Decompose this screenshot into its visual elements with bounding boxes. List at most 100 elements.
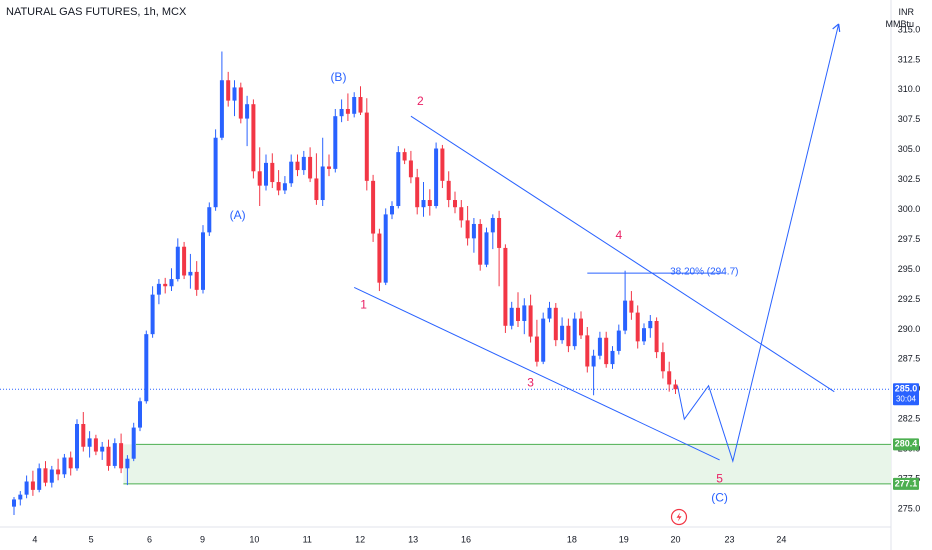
price-tick-label: 312.5 bbox=[898, 54, 921, 64]
svg-text:30:04: 30:04 bbox=[896, 394, 917, 403]
candle bbox=[163, 277, 168, 294]
candle bbox=[226, 71, 231, 107]
candle bbox=[352, 92, 357, 118]
candle bbox=[654, 317, 659, 359]
candles-layer bbox=[12, 51, 678, 516]
candle bbox=[497, 210, 502, 287]
candle bbox=[182, 241, 187, 280]
candle bbox=[585, 326, 590, 373]
time-axis[interactable]: 4 5 6 9 10 11 12 13 16 18 19 20 23 24 bbox=[32, 534, 786, 544]
fib-label: 38.20% (294.7) bbox=[670, 267, 738, 278]
candle bbox=[427, 189, 432, 216]
candle bbox=[434, 142, 439, 209]
time-tick-label: 5 bbox=[89, 534, 94, 544]
price-tick-label: 315.0 bbox=[898, 24, 921, 34]
candle bbox=[207, 202, 212, 236]
candle bbox=[276, 170, 281, 196]
candle bbox=[396, 146, 401, 209]
price-axis[interactable]: 275.0277.5280.0282.5285.0287.5290.0292.5… bbox=[893, 24, 920, 513]
price-tick-label: 302.5 bbox=[898, 174, 921, 184]
candle bbox=[629, 291, 634, 320]
time-tick-label: 11 bbox=[303, 534, 312, 544]
candle bbox=[377, 228, 382, 292]
candle bbox=[251, 99, 256, 179]
candle bbox=[648, 315, 653, 338]
candle bbox=[522, 298, 527, 335]
currency-label: INR bbox=[898, 7, 915, 17]
demand-zone bbox=[123, 444, 891, 484]
candle bbox=[415, 168, 420, 215]
candle bbox=[144, 330, 149, 404]
projection-arrowhead bbox=[832, 23, 841, 33]
wave-label: 3 bbox=[527, 375, 534, 389]
wave-label: 4 bbox=[615, 228, 622, 242]
candle bbox=[673, 379, 678, 395]
candle bbox=[264, 154, 268, 191]
candle bbox=[301, 150, 306, 175]
price-tick-label: 292.5 bbox=[898, 294, 921, 304]
wave-label-layer: (A) (B) 1 2 3 4 5 (C) bbox=[230, 70, 728, 504]
price-units[interactable]: INR MMBtu bbox=[885, 6, 914, 30]
demand-zone-layer bbox=[0, 388, 891, 485]
zone-bottom-tag: 277.1 bbox=[893, 477, 919, 490]
candle bbox=[534, 319, 539, 367]
candle bbox=[213, 129, 218, 211]
unit-label: MMBtu bbox=[885, 19, 914, 29]
candle bbox=[610, 346, 615, 369]
price-tick-label: 300.0 bbox=[898, 204, 921, 214]
candle bbox=[667, 361, 672, 392]
candle bbox=[421, 182, 426, 217]
candle bbox=[553, 303, 558, 347]
candle bbox=[642, 323, 646, 345]
candle bbox=[201, 225, 205, 294]
candle bbox=[566, 318, 571, 353]
candle bbox=[270, 153, 275, 189]
price-tick-label: 282.5 bbox=[898, 414, 921, 424]
candle bbox=[402, 148, 407, 165]
candle bbox=[541, 312, 546, 365]
candle bbox=[358, 86, 363, 115]
candle bbox=[131, 422, 136, 462]
candle bbox=[37, 463, 42, 493]
candle bbox=[320, 137, 325, 207]
candle bbox=[471, 217, 476, 253]
time-tick-label: 10 bbox=[249, 534, 259, 544]
candle bbox=[49, 465, 54, 488]
candle bbox=[560, 317, 565, 344]
price-tick-label: 290.0 bbox=[898, 324, 921, 334]
candle bbox=[604, 331, 609, 368]
price-tick-label: 305.0 bbox=[898, 144, 921, 154]
wave-label: 5 bbox=[716, 471, 723, 485]
wave-label: (B) bbox=[330, 70, 346, 84]
candle bbox=[257, 147, 262, 207]
projection-path bbox=[677, 23, 840, 463]
candle bbox=[169, 268, 174, 292]
candle bbox=[194, 261, 199, 296]
candle bbox=[528, 294, 533, 343]
candle bbox=[446, 171, 451, 208]
candle bbox=[371, 174, 376, 242]
replay-icon[interactable] bbox=[670, 508, 688, 526]
candle bbox=[100, 441, 105, 460]
svg-text:280.4: 280.4 bbox=[895, 439, 918, 449]
candle bbox=[150, 286, 155, 338]
price-tick-label: 295.0 bbox=[898, 264, 921, 274]
time-tick-label: 9 bbox=[200, 534, 205, 544]
last-price-tag: 285.030:04 bbox=[893, 383, 919, 406]
price-tick-label: 307.5 bbox=[898, 114, 921, 124]
candle bbox=[289, 154, 294, 187]
candle bbox=[660, 342, 665, 379]
candle bbox=[333, 108, 338, 173]
candle bbox=[364, 98, 369, 191]
price-tick-label: 310.0 bbox=[898, 84, 921, 94]
time-tick-label: 13 bbox=[408, 534, 418, 544]
candle bbox=[232, 80, 237, 117]
wave-label: 1 bbox=[360, 298, 367, 312]
candle bbox=[623, 270, 628, 335]
wave-label: 2 bbox=[417, 94, 424, 108]
candle bbox=[484, 227, 489, 268]
candle bbox=[339, 99, 344, 123]
candle bbox=[30, 470, 35, 496]
symbol-title: NATURAL GAS FUTURES, 1h, MCX bbox=[6, 6, 187, 18]
